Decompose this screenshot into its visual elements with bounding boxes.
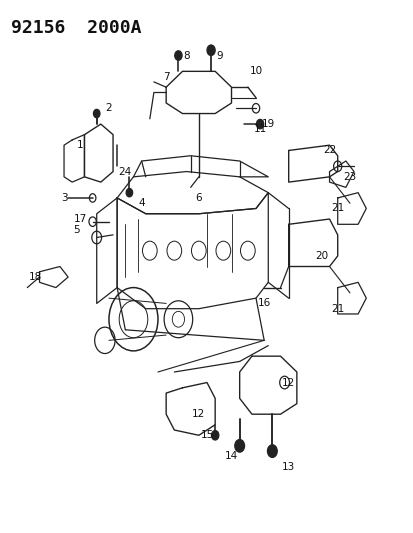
- Text: 4: 4: [138, 198, 145, 208]
- Text: 24: 24: [119, 166, 132, 176]
- Text: 21: 21: [330, 304, 344, 314]
- Text: 20: 20: [314, 251, 327, 261]
- Text: 9: 9: [216, 51, 222, 61]
- Circle shape: [211, 431, 218, 440]
- Circle shape: [234, 440, 244, 452]
- Text: 11: 11: [253, 124, 266, 134]
- Text: 92156  2000A: 92156 2000A: [11, 19, 141, 37]
- Text: 17: 17: [74, 214, 87, 224]
- Text: 13: 13: [281, 462, 294, 472]
- Circle shape: [206, 45, 215, 55]
- Text: 21: 21: [330, 204, 344, 214]
- Text: 5: 5: [73, 224, 79, 235]
- Text: 12: 12: [192, 409, 205, 419]
- Text: 6: 6: [195, 193, 202, 203]
- Circle shape: [93, 109, 100, 118]
- Text: 3: 3: [61, 193, 67, 203]
- Text: 10: 10: [249, 66, 262, 76]
- Text: 7: 7: [162, 71, 169, 82]
- Text: 18: 18: [29, 272, 42, 282]
- Text: 19: 19: [261, 119, 274, 129]
- Text: 14: 14: [224, 451, 237, 462]
- Text: 8: 8: [183, 51, 190, 61]
- Text: 16: 16: [257, 298, 270, 309]
- Circle shape: [126, 189, 132, 197]
- Text: 23: 23: [342, 172, 356, 182]
- Circle shape: [174, 51, 182, 60]
- Circle shape: [256, 119, 263, 129]
- Text: 2: 2: [105, 103, 112, 114]
- Text: 15: 15: [200, 430, 213, 440]
- Text: 22: 22: [322, 146, 335, 156]
- Text: 1: 1: [77, 140, 83, 150]
- Text: 12: 12: [281, 377, 294, 387]
- Circle shape: [267, 445, 277, 457]
